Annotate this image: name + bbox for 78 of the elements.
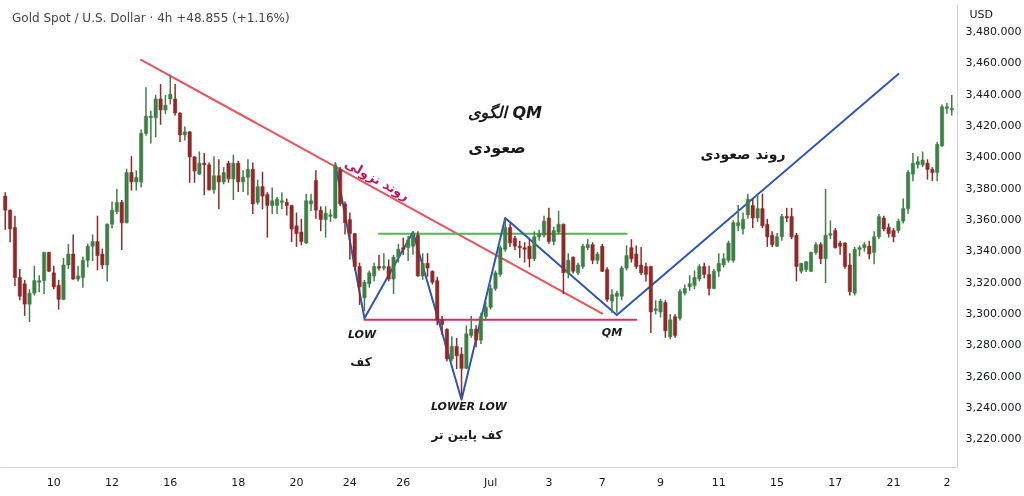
candlestick xyxy=(546,207,551,244)
x-tick-label: 16 xyxy=(163,475,178,489)
y-tick-label: 3,420.000 xyxy=(965,119,1022,133)
candlestick xyxy=(129,156,134,191)
candlestick xyxy=(216,159,221,210)
candlestick xyxy=(474,325,479,348)
x-tick-label: 9 xyxy=(657,475,665,489)
x-tick-label: Jul xyxy=(482,475,498,489)
candlestick xyxy=(226,160,231,183)
candlestick xyxy=(750,198,755,229)
candlestick xyxy=(168,74,173,105)
x-tick-label: 2 xyxy=(943,475,951,489)
candlestick xyxy=(590,242,595,265)
y-tick-label: 3,480.000 xyxy=(965,25,1022,39)
annotation: روند نزولی xyxy=(342,155,413,204)
annotation: QM xyxy=(601,326,623,339)
x-tick-label: 10 xyxy=(46,475,61,489)
candlestick xyxy=(241,170,246,193)
candlestick xyxy=(420,253,425,280)
candlestick xyxy=(245,159,250,196)
x-tick-label: 20 xyxy=(289,475,304,489)
candlestick xyxy=(270,187,275,215)
candlestick xyxy=(377,254,381,271)
annotation: کف پایین تر xyxy=(430,428,503,442)
candlestick xyxy=(381,253,386,271)
candlestick xyxy=(386,259,391,282)
y-tick-label: 3,240.000 xyxy=(965,400,1022,414)
candlestick xyxy=(279,192,284,210)
candlestick xyxy=(212,156,216,194)
candlestick xyxy=(158,84,163,125)
x-tick-label: 24 xyxy=(342,475,357,489)
candlestick xyxy=(425,253,430,277)
candlestick xyxy=(255,179,260,205)
x-tick-label: 26 xyxy=(396,475,411,489)
annotation: LOW xyxy=(347,328,377,341)
annotation: LOWER LOW xyxy=(430,400,508,413)
candlestick xyxy=(949,95,954,116)
candlestick xyxy=(236,160,241,193)
x-tick-label: 12 xyxy=(105,475,120,489)
annotation: روند صعودی xyxy=(700,146,786,163)
y-tick-label: 3,280.000 xyxy=(965,338,1022,352)
candlestick xyxy=(182,126,187,141)
y-tick-label: 3,360.000 xyxy=(965,213,1022,227)
candlestick xyxy=(406,236,411,262)
y-tick-label: 3,380.000 xyxy=(965,181,1022,195)
y-tick-label: 3,460.000 xyxy=(965,56,1022,70)
candlestick xyxy=(449,336,454,362)
x-tick-label: 17 xyxy=(828,475,843,489)
candlestick xyxy=(755,193,760,222)
x-tick-label: 21 xyxy=(886,475,901,489)
candlestick xyxy=(566,253,571,279)
y-tick-label: 3,320.000 xyxy=(965,275,1022,289)
x-tick-label: 11 xyxy=(711,475,726,489)
x-tick-label: 3 xyxy=(545,475,553,489)
y-tick-label: 3,260.000 xyxy=(965,369,1022,383)
annotation: الگوی QM xyxy=(467,103,543,123)
x-tick-label: 7 xyxy=(598,475,606,489)
x-tick-label: 15 xyxy=(770,475,785,489)
candlestick xyxy=(231,154,236,200)
y-tick-label: 3,300.000 xyxy=(965,307,1022,321)
y-tick-label: 3,220.000 xyxy=(965,432,1022,446)
candlestick xyxy=(818,242,823,265)
candlestick xyxy=(668,314,673,340)
annotation: کف xyxy=(350,355,372,369)
y-tick-label: 3,440.000 xyxy=(965,87,1022,101)
candlestick xyxy=(673,314,678,338)
candlestick xyxy=(197,151,202,175)
y-tick-label: 3,340.000 xyxy=(965,244,1022,258)
line-series xyxy=(334,72,900,401)
candlestick xyxy=(119,200,124,251)
x-tick-label: 18 xyxy=(231,475,246,489)
y-axis-title: USD xyxy=(969,7,994,21)
y-tick-label: 3,400.000 xyxy=(965,150,1022,164)
candlestick xyxy=(202,153,207,196)
annotation: صعودی xyxy=(468,138,526,157)
candlestick xyxy=(46,251,51,272)
text: Gold Spot / U.S. Dollar · 4h +48.855 (+1.16%) xyxy=(12,11,290,25)
candlestick xyxy=(745,193,750,219)
